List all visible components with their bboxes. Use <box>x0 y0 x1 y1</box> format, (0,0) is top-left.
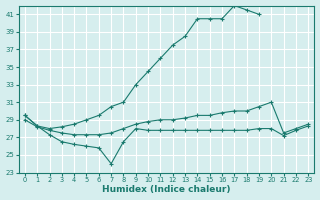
X-axis label: Humidex (Indice chaleur): Humidex (Indice chaleur) <box>102 185 231 194</box>
